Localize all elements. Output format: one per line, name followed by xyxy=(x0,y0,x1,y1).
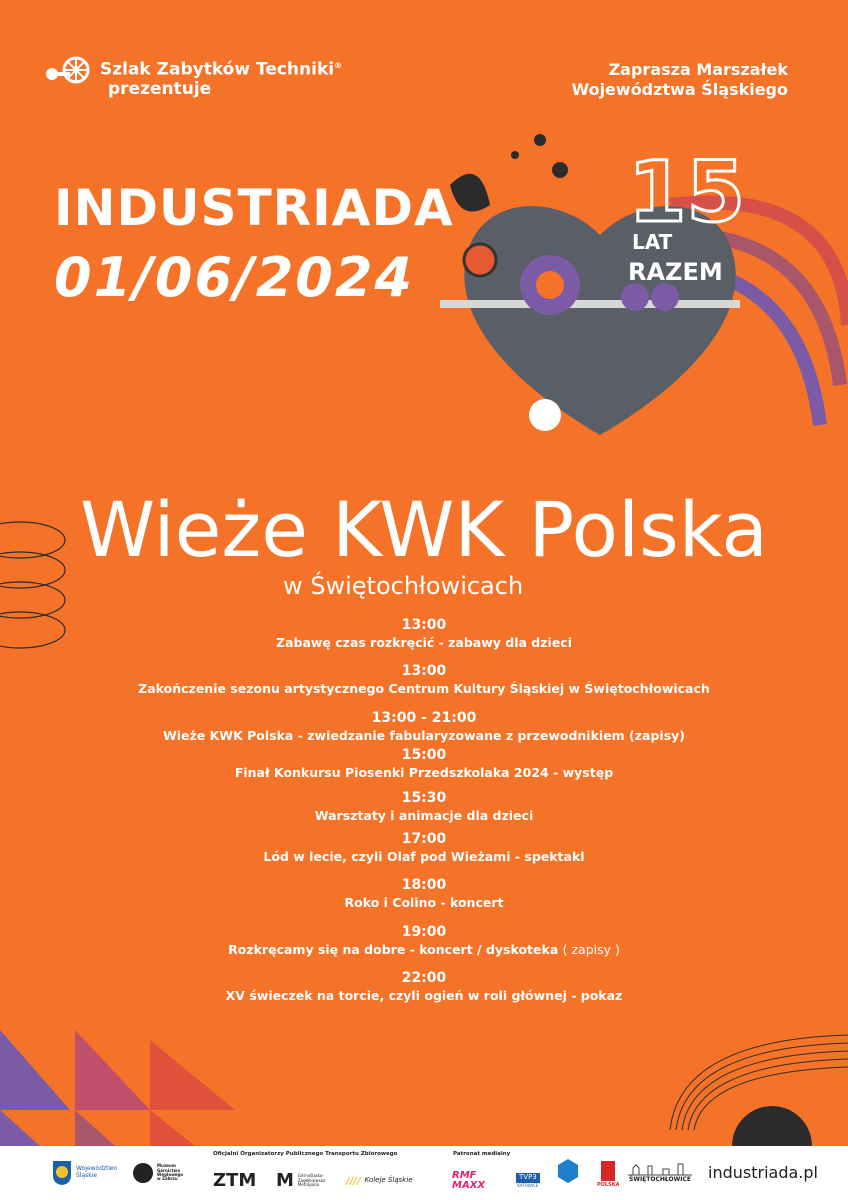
voivodeship-name: Województwo Śląskie xyxy=(76,1165,118,1179)
event-name: INDUSTRIADA xyxy=(54,179,454,237)
rmf-maxx-logo: RMF MAXX xyxy=(452,1166,496,1196)
voivodeship-logo: Województwo Śląskie xyxy=(52,1158,118,1188)
schedule-item: 13:00 - 21:00 Wieże KWK Polska - zwiedzan… xyxy=(0,710,848,744)
schedule-item: 15:00 Finał Konkursu Piosenki Przedszkola… xyxy=(0,747,848,781)
brand-presents: prezentuje xyxy=(108,78,212,99)
transport-heading: Oficjalni Organizatorzy Publicznego Tran… xyxy=(213,1151,398,1157)
venue-subtitle: w Świętochłowicach xyxy=(283,572,524,600)
registered-mark: ® xyxy=(334,61,343,70)
tvp3-logo: TVP3 KATOWICE xyxy=(516,1166,540,1196)
time: 18:00 xyxy=(401,877,447,893)
koleje-slaskie-logo: ////Koleje Śląskie xyxy=(346,1166,413,1196)
decorative-spiral xyxy=(0,521,66,649)
brand-name: Szlak Zabytków Techniki xyxy=(100,59,335,80)
badge-number: 15 xyxy=(628,143,745,241)
skyline-icon xyxy=(628,1163,692,1176)
gzm-logo: M Górnośląsko-Zagłębiowska Metropolia xyxy=(276,1166,328,1196)
time: 22:00 xyxy=(401,970,447,986)
time: 15:00 xyxy=(401,747,447,763)
polska-logo: POLSKA xyxy=(597,1154,619,1196)
time: 13:00 - 21:00 xyxy=(371,710,477,726)
desc: Warsztaty i animacje dla dzieci xyxy=(314,808,534,823)
desc: Finał Konkursu Piosenki Przedszkolaka 20… xyxy=(234,765,614,780)
desc: Zakończenie sezonu artystycznego Centrum… xyxy=(138,681,710,696)
schedule-item: 13:00 Zabawę czas rozkręcić - zabawy dla … xyxy=(0,617,848,651)
koleje-stripes-icon: //// xyxy=(346,1175,361,1187)
decorative-triangles xyxy=(0,1030,235,1146)
koleje-name: Koleje Śląskie xyxy=(364,1176,413,1185)
time: 15:30 xyxy=(401,790,447,806)
museum-icon xyxy=(133,1163,153,1183)
tower-icon xyxy=(601,1161,616,1182)
schedule-item: 13:00 Zakończenie sezonu artystycznego Ce… xyxy=(0,663,848,697)
schedule-item: 15:30 Warsztaty i animacje dla dzieci xyxy=(0,790,848,824)
gzm-mark: M xyxy=(276,1170,294,1191)
sponsors-footer: Województwo Śląskie Muzeum Górnictwa Węg… xyxy=(0,1146,848,1200)
decorative-lines-circle xyxy=(669,1034,848,1146)
time: 13:00 xyxy=(401,663,447,679)
badge-razem: RAZEM xyxy=(628,258,723,286)
tvp-sub: KATOWICE xyxy=(517,1183,539,1189)
website-link[interactable]: industriada.pl xyxy=(708,1163,818,1183)
venue-title: Wieże KWK Polska xyxy=(79,485,768,574)
eagle-crest-icon xyxy=(53,1161,71,1185)
cube-logo xyxy=(558,1156,578,1186)
invite-line: Województwa Śląskiego xyxy=(571,80,789,99)
schedule-item: 18:00 Roko i Colino - koncert xyxy=(0,877,848,911)
signup-note: ( zapisy ) xyxy=(562,942,620,957)
time: 19:00 xyxy=(401,924,447,940)
schedule-item: 19:00 Rozkręcamy się na dobre - koncert /… xyxy=(0,924,848,958)
schedule-item: 22:00 XV świeczek na torcie, czyli ogień … xyxy=(0,970,848,1004)
tvp-name: TVP3 xyxy=(516,1173,540,1184)
desc: XV świeczek na torcie, czyli ogień w rol… xyxy=(225,988,623,1003)
time: 17:00 xyxy=(401,831,447,847)
heart-machine-illustration: 15 LAT RAZEM xyxy=(440,134,848,435)
desc: Lód w lecie, czyli Olaf pod Wieżami - sp… xyxy=(263,849,585,864)
badge-lat: LAT xyxy=(632,230,673,254)
brand-logo: Szlak Zabytków Techniki® prezentuje xyxy=(44,56,342,99)
desc: Zabawę czas rozkręcić - zabawy dla dziec… xyxy=(276,635,572,650)
desc: Roko i Colino - koncert xyxy=(344,895,504,910)
invitation: Zaprasza Marszałek Województwa Śląskiego xyxy=(572,60,789,100)
polska-name: POLSKA xyxy=(597,1182,620,1189)
schedule-item: 17:00 Lód w lecie, czyli Olaf pod Wieżami… xyxy=(0,831,848,865)
gzm-name: Górnośląsko-Zagłębiowska Metropolia xyxy=(297,1173,326,1188)
invite-line: Zaprasza Marszałek xyxy=(608,60,788,79)
swietochlowice-logo: ŚWIĘTOCHŁOWICE xyxy=(628,1158,692,1188)
desc: Wieże KWK Polska - zwiedzanie fabularyzo… xyxy=(162,728,686,743)
ztm-name: ZTM xyxy=(213,1170,257,1191)
website-logo: industriada.pl xyxy=(708,1158,818,1188)
media-heading: Patronat medialny xyxy=(453,1151,511,1157)
rmf-name: RMF MAXX xyxy=(452,1170,486,1191)
time: 13:00 xyxy=(401,617,447,633)
gear-wheel-icon xyxy=(46,56,90,84)
event-date: 01/06/2024 xyxy=(54,246,415,309)
desc: Rozkręcamy się na dobre - koncert / dysk… xyxy=(228,942,559,957)
ztm-logo: ZTM xyxy=(213,1166,256,1196)
swietochlowice-name: ŚWIĘTOCHŁOWICE xyxy=(629,1176,691,1184)
museum-name: Muzeum Górnictwa Węglowego w Zabrzu xyxy=(157,1163,184,1182)
cube-icon xyxy=(558,1159,578,1183)
museum-logo: Muzeum Górnictwa Węglowego w Zabrzu xyxy=(133,1158,184,1188)
